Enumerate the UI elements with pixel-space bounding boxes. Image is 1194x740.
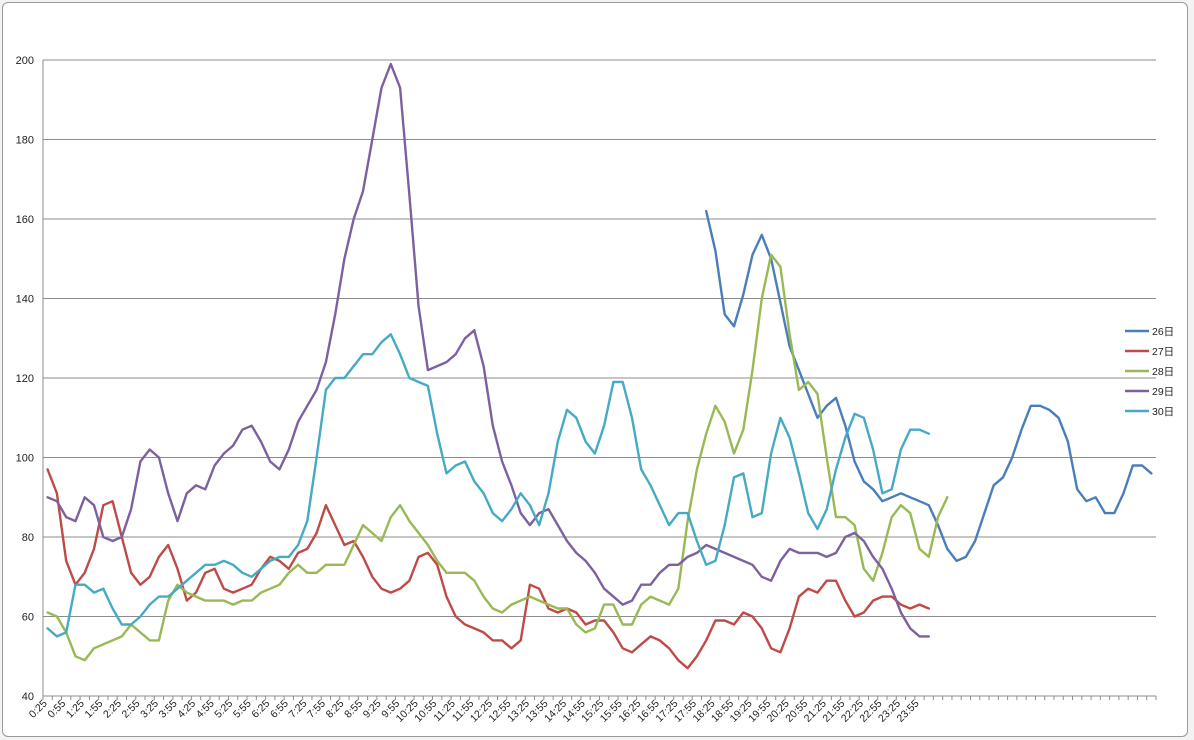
y-tick-label: 100 xyxy=(16,453,34,465)
x-tick-label: 6:25 xyxy=(249,698,272,721)
y-tick-label: 120 xyxy=(16,373,34,385)
x-tick-label: 8:55 xyxy=(342,698,365,721)
x-tick-label: 5:55 xyxy=(231,698,254,721)
x-tick-label: 8:25 xyxy=(324,698,347,721)
y-tick-label: 80 xyxy=(22,532,34,544)
x-tick-label: 9:25 xyxy=(361,698,384,721)
line-chart: 4060801001201401601802000:250:551:251:55… xyxy=(16,55,1175,725)
legend-label: 26日 xyxy=(1152,326,1174,338)
series-line-4 xyxy=(46,62,930,638)
legend-label: 28日 xyxy=(1152,366,1174,378)
series-line-2 xyxy=(46,468,930,670)
legend-label: 30日 xyxy=(1152,406,1174,418)
x-tick-label: 5:25 xyxy=(212,698,235,721)
x-tick-label: 3:55 xyxy=(157,698,180,721)
x-tick-label: 0:55 xyxy=(45,698,68,721)
series-line-3 xyxy=(46,253,949,662)
series-line-5 xyxy=(46,333,930,638)
x-tick-label: 23:55 xyxy=(895,698,922,725)
y-tick-label: 40 xyxy=(22,691,34,703)
x-tick-label: 2:25 xyxy=(101,698,124,721)
x-tick-label: 4:55 xyxy=(194,698,217,721)
legend-label: 27日 xyxy=(1152,346,1174,358)
y-tick-label: 180 xyxy=(16,135,34,147)
y-tick-label: 60 xyxy=(22,612,34,624)
series-line-1 xyxy=(705,209,1153,563)
x-tick-label: 7:55 xyxy=(305,698,328,721)
x-tick-label: 1:55 xyxy=(82,698,105,721)
x-tick-label: 7:25 xyxy=(287,698,310,721)
x-tick-label: 3:25 xyxy=(138,698,161,721)
x-tick-label: 6:55 xyxy=(268,698,291,721)
y-tick-label: 160 xyxy=(16,214,34,226)
y-tick-label: 140 xyxy=(16,294,34,306)
x-tick-label: 2:55 xyxy=(120,698,143,721)
x-tick-label: 1:25 xyxy=(64,698,87,721)
y-tick-label: 200 xyxy=(16,55,34,67)
legend-label: 29日 xyxy=(1152,386,1174,398)
x-tick-label: 4:25 xyxy=(175,698,198,721)
